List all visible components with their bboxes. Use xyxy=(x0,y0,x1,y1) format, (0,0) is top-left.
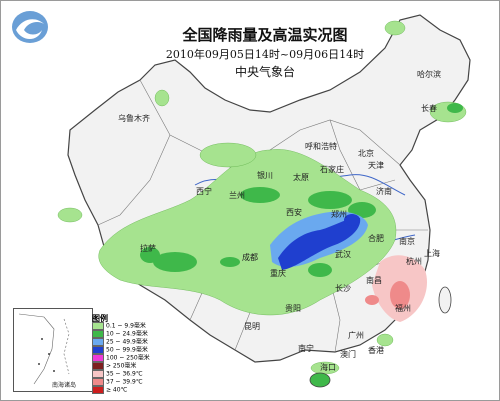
label-beijing: 北京 xyxy=(358,149,374,158)
label-hongkong: 香港 xyxy=(368,346,384,355)
label-xian: 西安 xyxy=(286,208,302,217)
legend-swatch xyxy=(92,378,104,386)
hainan-island xyxy=(309,372,331,388)
label-taiyuan: 太原 xyxy=(293,173,309,182)
legend-swatch xyxy=(92,362,104,370)
label-tianjin: 天津 xyxy=(368,161,384,170)
legend-item: 10 ~ 24.9毫米 xyxy=(92,330,148,338)
legend-item: 100 ~ 250毫米 xyxy=(92,354,150,362)
legend-item: > 250毫米 xyxy=(92,362,136,370)
inset-label: 南海诸岛 xyxy=(52,382,77,389)
label-changchun: 长春 xyxy=(421,104,437,113)
label-yinchuan: 银川 xyxy=(257,171,273,180)
label-lhasa: 拉萨 xyxy=(140,244,156,253)
label-kunming: 昆明 xyxy=(244,322,260,331)
taiwan-island xyxy=(438,286,452,314)
label-macau: 澳门 xyxy=(340,350,356,359)
legend-swatch xyxy=(92,322,104,330)
label-haikou: 海口 xyxy=(320,363,336,372)
legend-item: 0.1 ~ 9.9毫米 xyxy=(92,322,146,330)
label-guangzhou: 广州 xyxy=(348,331,364,340)
label-lanzhou: 兰州 xyxy=(229,191,245,200)
time-range: 2010年09月05日14时~09月06日14时 xyxy=(165,48,365,61)
legend-swatch xyxy=(92,346,104,354)
rain-storm xyxy=(278,214,361,270)
legend-swatch xyxy=(92,370,104,378)
legend-swatch xyxy=(92,330,104,338)
issuer: 中央气象台 xyxy=(234,65,295,79)
legend-swatch xyxy=(92,338,104,346)
label-hefei: 合肥 xyxy=(368,234,384,243)
legend-item: 50 ~ 99.9毫米 xyxy=(92,346,148,354)
label-jinan: 济南 xyxy=(376,187,392,196)
map-title: 全国降雨量及高温实况图 xyxy=(182,26,348,44)
legend-item: 35 ~ 36.9℃ xyxy=(92,370,143,378)
label-wuhan: 武汉 xyxy=(335,250,351,259)
label-changsha: 长沙 xyxy=(335,284,351,293)
label-chongqing: 重庆 xyxy=(270,269,286,278)
legend-item: ≥ 40℃ xyxy=(92,386,127,394)
legend-item: 25 ~ 49.9毫米 xyxy=(92,338,148,346)
label-shijiazhuang: 石家庄 xyxy=(320,165,344,174)
legend-swatch xyxy=(92,386,104,394)
label-urumqi: 乌鲁木齐 xyxy=(118,114,150,123)
cma-logo-icon xyxy=(12,11,48,43)
label-fuzhou: 福州 xyxy=(395,304,411,313)
label-guiyang: 贵阳 xyxy=(285,304,301,313)
inset-map xyxy=(18,313,70,385)
label-nanning: 南宁 xyxy=(298,344,314,353)
legend-item: 37 ~ 39.9℃ xyxy=(92,378,143,386)
heat-zone-hot xyxy=(365,281,410,309)
label-nanjing: 南京 xyxy=(399,237,415,246)
legend-swatch xyxy=(92,354,104,362)
label-zhengzhou: 郑州 xyxy=(331,210,347,219)
legend-title: 图例 xyxy=(92,314,108,323)
label-hangzhou: 杭州 xyxy=(406,257,422,266)
label-xining: 西宁 xyxy=(196,187,212,196)
label-hohhot: 呼和浩特 xyxy=(305,142,337,151)
label-chengdu: 成都 xyxy=(242,253,258,262)
south-china-sea-inset xyxy=(13,308,93,392)
label-harbin: 哈尔滨 xyxy=(417,70,441,79)
label-nanchang: 南昌 xyxy=(366,276,382,285)
label-shanghai: 上海 xyxy=(424,249,440,258)
